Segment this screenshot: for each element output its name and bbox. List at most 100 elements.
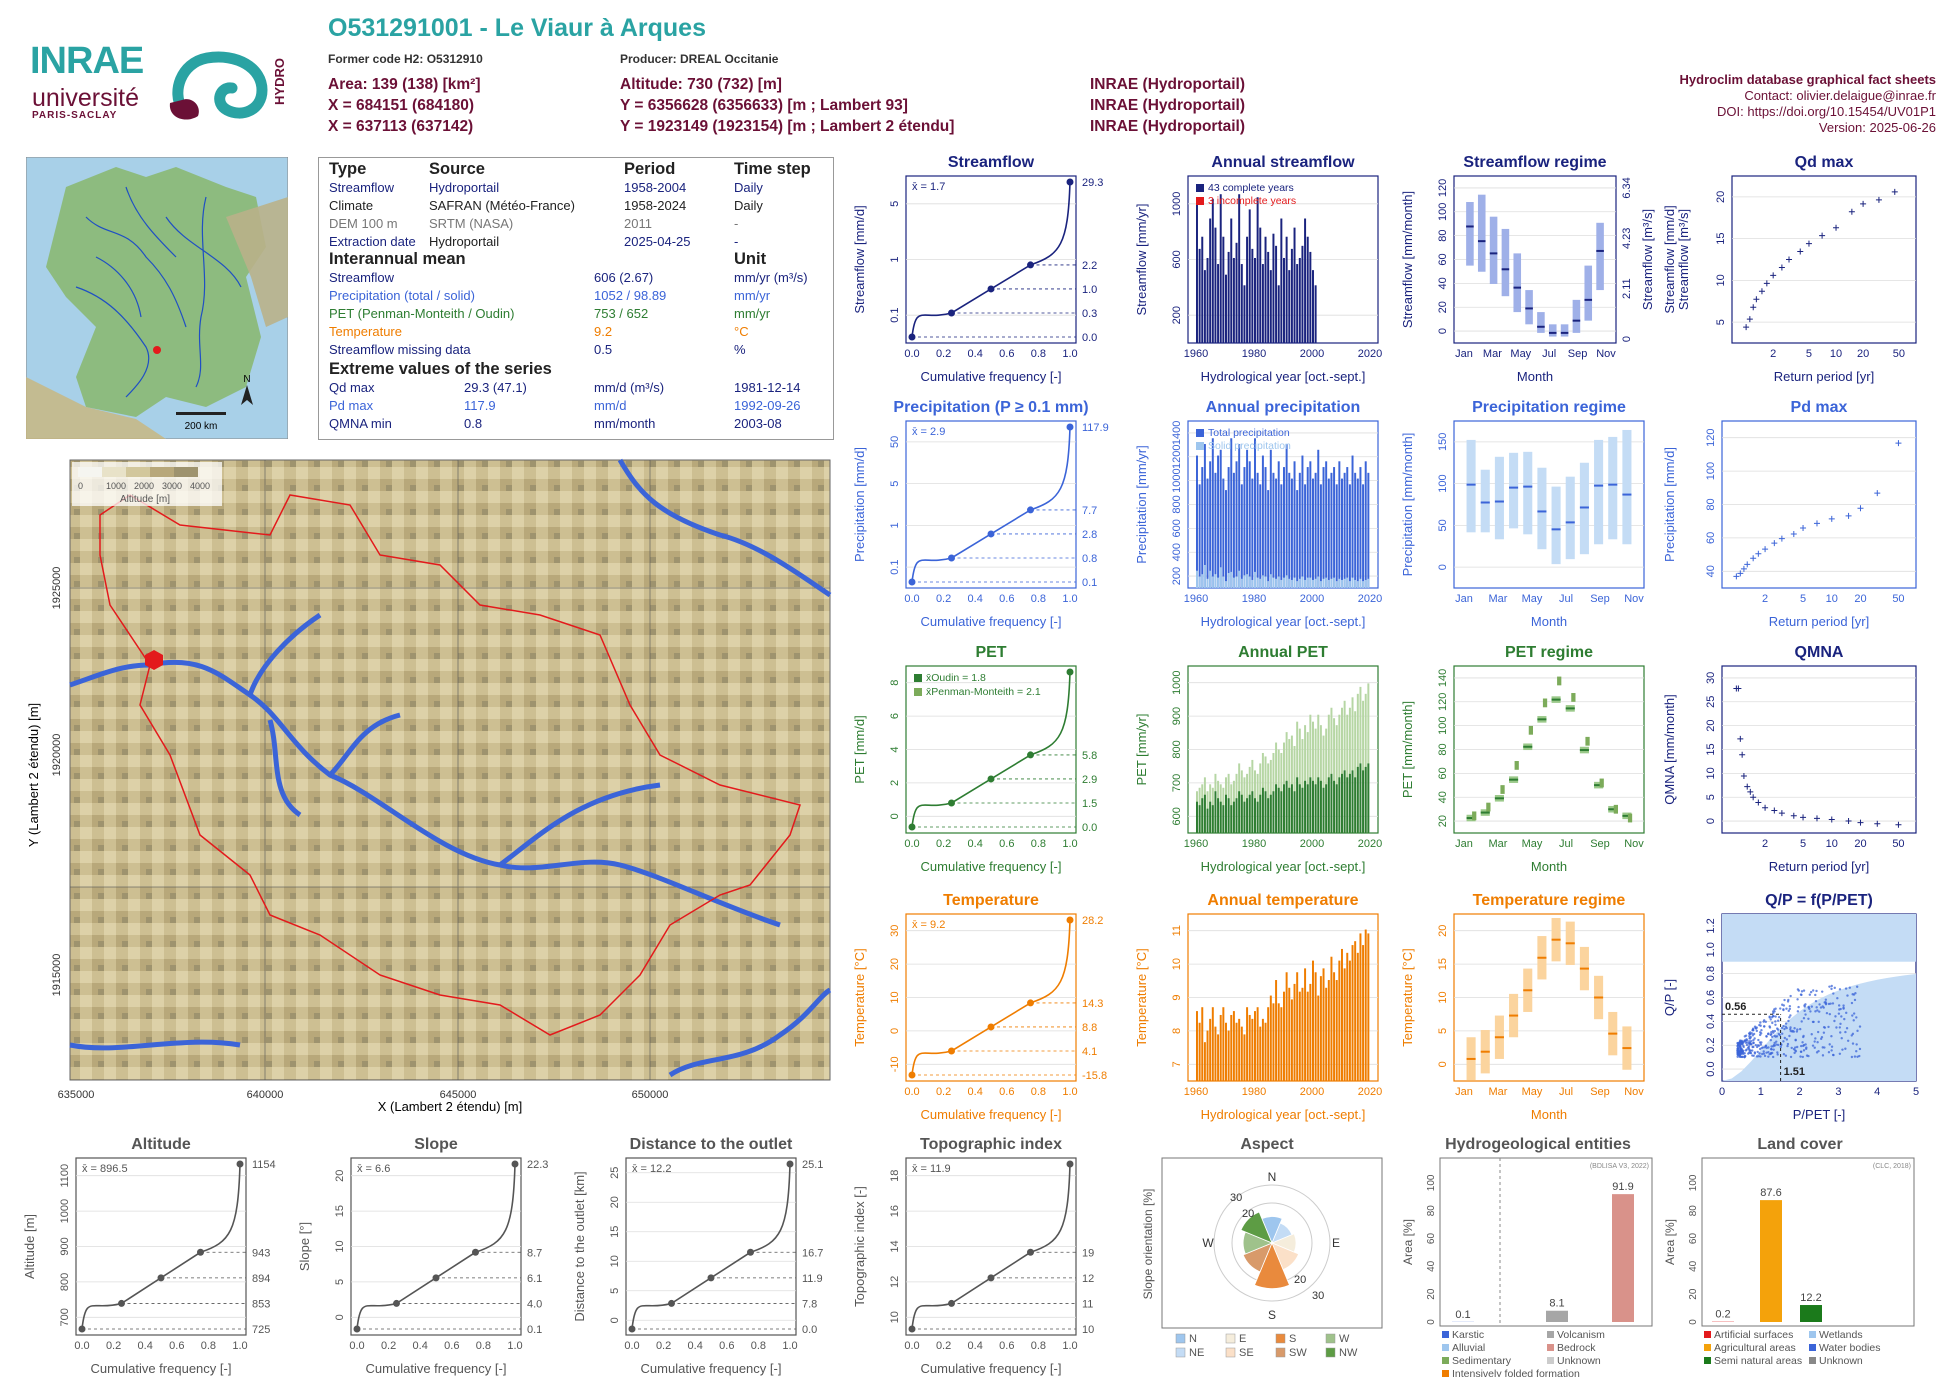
- info-source-cell: SRTM (NASA): [429, 216, 514, 231]
- cdf-line: [911, 1163, 1071, 1330]
- return-period-point: [1763, 280, 1770, 287]
- y-tick-label: 0: [334, 1314, 346, 1320]
- y-axis-label: Streamflow [mm/d]: [1662, 205, 1677, 313]
- bar: [1214, 1026, 1217, 1081]
- legend-swatch: [1196, 442, 1204, 450]
- chart-title: Aspect: [1240, 1136, 1294, 1153]
- qp-point: [1755, 1026, 1758, 1029]
- quantile-label: 7.7: [1082, 505, 1097, 517]
- qp-point: [1769, 1047, 1773, 1051]
- ring-label: 30: [1230, 1192, 1242, 1204]
- ring-label: 20: [1294, 1274, 1306, 1286]
- catchment-map: 0 1000 2000 3000 4000 Altitude [m] 635000 640…: [26, 458, 832, 1114]
- x-lambert2: X = 637113 (637142): [328, 118, 474, 135]
- x-axis-label: Cumulative frequency [-]: [91, 1361, 232, 1376]
- qp-point: [1811, 989, 1815, 992]
- legend-swatch: [1275, 1333, 1286, 1344]
- regime-box-secondary: [1599, 778, 1604, 788]
- bar-secondary: [1356, 693, 1359, 833]
- qp-point: [1773, 1029, 1776, 1033]
- x-axis-label: Month: [1531, 859, 1567, 874]
- bar: [1277, 1003, 1280, 1081]
- bar: [1301, 987, 1304, 1081]
- y-tick-label: 40: [1688, 1260, 1699, 1272]
- x-tick-label: Sep: [1590, 593, 1610, 605]
- quantile-point: [628, 1325, 636, 1333]
- bar-solid: [1354, 579, 1357, 588]
- regime-box: [1537, 467, 1547, 550]
- legend-swatch: [1175, 1347, 1186, 1358]
- return-period-point: [1828, 515, 1835, 522]
- quantile-point: [197, 1248, 204, 1256]
- quantile-label: 1.5: [1082, 798, 1097, 810]
- plot-area: [625, 1157, 797, 1336]
- qp-point: [1747, 1045, 1751, 1048]
- category-bar: [1546, 1310, 1568, 1322]
- legend-swatch: [1704, 1357, 1711, 1364]
- info-mean-unit: mm/yr: [734, 288, 771, 303]
- bar-solid: [1264, 576, 1267, 588]
- x-axis-label: Cumulative frequency [-]: [921, 1361, 1062, 1376]
- info-period-cell: 1958-2024: [624, 198, 687, 213]
- y-tick-label: 20: [1426, 1288, 1437, 1300]
- x-tick-label: 1980: [1242, 838, 1266, 850]
- chart-title: Annual PET: [1238, 644, 1328, 661]
- bar-solid: [1333, 577, 1336, 588]
- qp-point: [1765, 1051, 1768, 1054]
- qp-point: [1833, 986, 1836, 990]
- legend-swatch: [1225, 1333, 1236, 1344]
- y-tick-label: 1.2: [1705, 918, 1717, 933]
- bar: [1235, 242, 1238, 343]
- bar: [1222, 805, 1225, 833]
- bar-secondary: [1319, 725, 1322, 833]
- legend-label: S: [1289, 1333, 1296, 1345]
- x-tick-label: 2020: [1358, 593, 1382, 605]
- return-period-point: [1857, 505, 1864, 512]
- qp-point: [1816, 1030, 1820, 1034]
- bar: [1269, 794, 1272, 833]
- y-tick-label: 900: [59, 1237, 71, 1255]
- qp-point: [1836, 997, 1839, 1000]
- x-tick-label: 0.6: [999, 1086, 1014, 1098]
- info-header-period: Period: [624, 160, 676, 178]
- y-axis-label: PET [mm/month]: [1400, 701, 1415, 798]
- qp-point: [1782, 1052, 1786, 1056]
- qp-point: [1858, 1047, 1862, 1051]
- qp-point: [1804, 1047, 1808, 1051]
- bar-solid: [1251, 579, 1254, 588]
- bar: [1280, 1007, 1283, 1081]
- aspect-sector: [1242, 1242, 1273, 1273]
- median-ppet-label: 1.51: [1784, 1066, 1805, 1078]
- x-tick-label: 0.0: [904, 593, 919, 605]
- bar: [1256, 472, 1259, 588]
- x-tick-label: Mar: [1489, 593, 1508, 605]
- return-period-point: [1746, 316, 1753, 323]
- x-axis-label: Cumulative frequency [-]: [921, 369, 1062, 384]
- legend-swatch: [1275, 1347, 1286, 1358]
- qp-point: [1855, 1016, 1858, 1019]
- bar: [1285, 444, 1288, 588]
- y-axis-label: Temperature [°C]: [852, 948, 867, 1046]
- x-axis-label: Hydrological year [oct.-sept.]: [1201, 369, 1366, 384]
- bar-solid: [1298, 578, 1301, 588]
- qp-point: [1830, 987, 1833, 991]
- y-tick-label: 5: [1715, 319, 1727, 325]
- bar: [1238, 791, 1241, 833]
- qp-point: [1808, 1007, 1811, 1011]
- y-tick-label: 1000: [59, 1199, 71, 1223]
- quantile-label: 2.2: [1082, 260, 1097, 272]
- x-tick-label: 0.8: [201, 1340, 216, 1352]
- bar: [1222, 236, 1225, 343]
- y-axis-label: Precipitation [mm/yr]: [1134, 445, 1149, 563]
- chart-title: Qd max: [1795, 154, 1854, 171]
- legend-swatch: [1442, 1357, 1449, 1364]
- bar: [1248, 794, 1251, 833]
- bar: [1201, 467, 1204, 588]
- bar: [1359, 467, 1362, 588]
- qp-point: [1800, 1044, 1803, 1048]
- qp-point: [1776, 1028, 1780, 1031]
- info-header-type: Type: [329, 160, 367, 178]
- quantile-point: [1066, 668, 1074, 676]
- x-tick-label: 1: [1758, 1086, 1764, 1098]
- bar: [1209, 461, 1212, 588]
